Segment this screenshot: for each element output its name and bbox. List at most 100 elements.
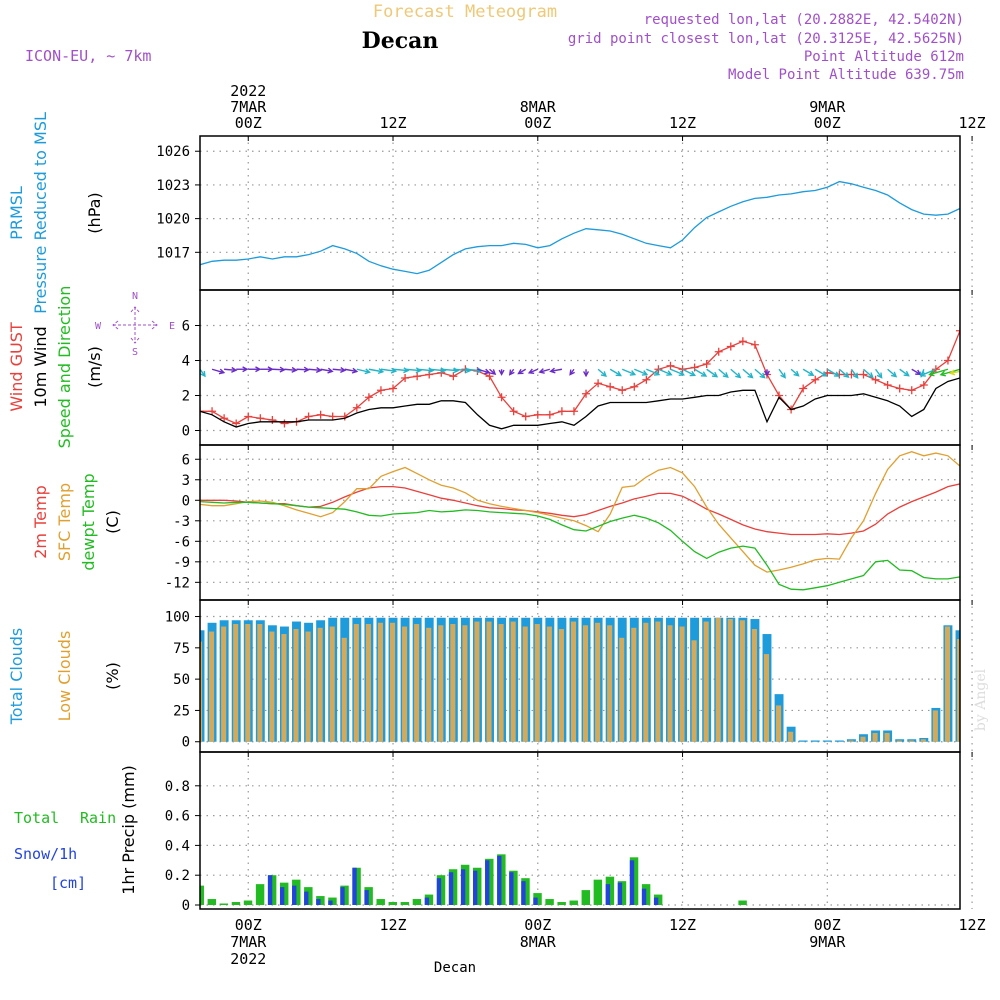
wind-barb-head <box>615 370 622 377</box>
y-tick-label: 0 <box>182 424 190 440</box>
wind-barb-head <box>527 368 535 375</box>
line-wind-gust <box>200 329 960 425</box>
gust-marker <box>919 381 928 389</box>
bottom-time-label: 12Z <box>379 916 406 934</box>
panel-grid <box>200 136 973 290</box>
wind-barb-head <box>377 368 385 375</box>
gust-marker <box>799 384 808 393</box>
bar-snow-1h <box>472 870 478 905</box>
bar-low-clouds <box>776 705 782 742</box>
bar-total-rain <box>557 902 566 905</box>
wind-barb-head <box>315 366 323 373</box>
bar-low-clouds <box>522 626 528 742</box>
gust-marker <box>666 361 675 370</box>
wind-barb-head <box>242 366 249 373</box>
bar-low-clouds <box>932 710 938 742</box>
bar-total-clouds <box>834 740 844 742</box>
line-10m-wind <box>200 377 960 430</box>
bar-snow-1h <box>509 872 514 905</box>
wind-barb <box>730 368 741 378</box>
bar-low-clouds <box>341 637 347 742</box>
bar-low-clouds <box>788 731 794 742</box>
bar-low-clouds <box>221 626 227 742</box>
wind-barb <box>962 369 985 373</box>
bar-low-clouds <box>751 629 757 742</box>
bar-low-clouds <box>848 740 854 742</box>
wind-barb <box>850 368 859 379</box>
wind-barb-head <box>780 372 786 379</box>
bar-snow-1h <box>364 890 369 905</box>
bottom-time-label: 12Z <box>959 916 986 934</box>
bar-low-clouds <box>486 621 492 742</box>
bar-low-clouds <box>365 624 371 742</box>
wind-barb <box>429 368 446 372</box>
bar-total-rain <box>200 885 204 905</box>
panel-label: Low Clouds <box>55 631 74 722</box>
wind-barb-head <box>722 372 729 378</box>
bar-low-clouds <box>200 641 203 742</box>
panel-label: Pressure Reduced to MSL <box>31 112 50 314</box>
gust-marker <box>907 386 916 395</box>
wind-barb <box>332 368 345 372</box>
gust-marker <box>413 372 422 381</box>
bar-low-clouds <box>353 624 359 742</box>
bar-low-clouds <box>233 624 239 742</box>
top-time-label: 9MAR <box>809 98 846 116</box>
footer-location: Decan <box>434 960 476 976</box>
bar-low-clouds <box>426 627 432 742</box>
y-tick-label: 25 <box>173 703 190 719</box>
wind-barb <box>972 369 996 371</box>
wind-barb-head <box>279 366 286 373</box>
wind-barb-head <box>867 372 874 379</box>
panel-frame <box>199 289 961 446</box>
wind-barb-head <box>678 370 685 376</box>
precip-label-rain: Rain <box>80 809 116 827</box>
gust-marker <box>509 407 518 416</box>
wind-barb-head <box>972 369 977 374</box>
bar-snow-1h <box>424 897 430 905</box>
y-tick-label: 3 <box>182 473 190 489</box>
wind-barb <box>929 368 949 376</box>
gust-marker <box>220 414 229 423</box>
panel-label: PRMSL <box>7 186 26 240</box>
bar-snow-1h <box>617 882 623 905</box>
wind-barb-head <box>852 372 859 379</box>
wind-barb-head <box>759 372 766 379</box>
wind-barb-head <box>490 369 497 376</box>
panel-temperature: -12 -9 -6 -3 0 3 6 2m Temp SFC Temp dewpt Temp (C) <box>31 444 973 601</box>
wind-barb-head <box>327 367 334 374</box>
wind-barb <box>911 368 921 375</box>
wind-barb <box>838 368 849 378</box>
gust-marker <box>449 372 458 381</box>
y-tick-label: -6 <box>173 534 190 550</box>
bar-total-rain <box>376 899 385 905</box>
gust-marker <box>980 315 988 323</box>
bar-low-clouds <box>908 740 914 742</box>
bar-low-clouds <box>727 619 733 742</box>
bar-low-clouds <box>510 621 516 742</box>
bottom-time-label: 00Z <box>814 916 841 934</box>
wind-barb-head <box>821 371 828 377</box>
bar-snow-1h <box>352 867 357 905</box>
bar-total-clouds <box>810 740 820 742</box>
bar-low-clouds <box>402 626 408 742</box>
bar-low-clouds <box>570 621 577 742</box>
wind-barb <box>284 368 297 371</box>
bar-total-rain <box>593 879 603 905</box>
gust-marker <box>811 375 820 384</box>
panel-data <box>200 451 960 591</box>
gust-marker <box>943 356 952 365</box>
panel-grid <box>200 445 973 600</box>
gust-marker <box>895 384 904 393</box>
gust-marker <box>714 347 723 356</box>
compass-arrows <box>112 306 158 344</box>
gust-marker <box>859 370 868 379</box>
wind-barb-head <box>303 366 310 373</box>
bar-low-clouds <box>245 624 251 742</box>
wind-barb <box>874 368 883 378</box>
bar-low-clouds <box>884 732 890 742</box>
wind-barb <box>550 368 563 372</box>
wind-barb-head <box>948 369 956 376</box>
gust-marker <box>208 407 217 416</box>
